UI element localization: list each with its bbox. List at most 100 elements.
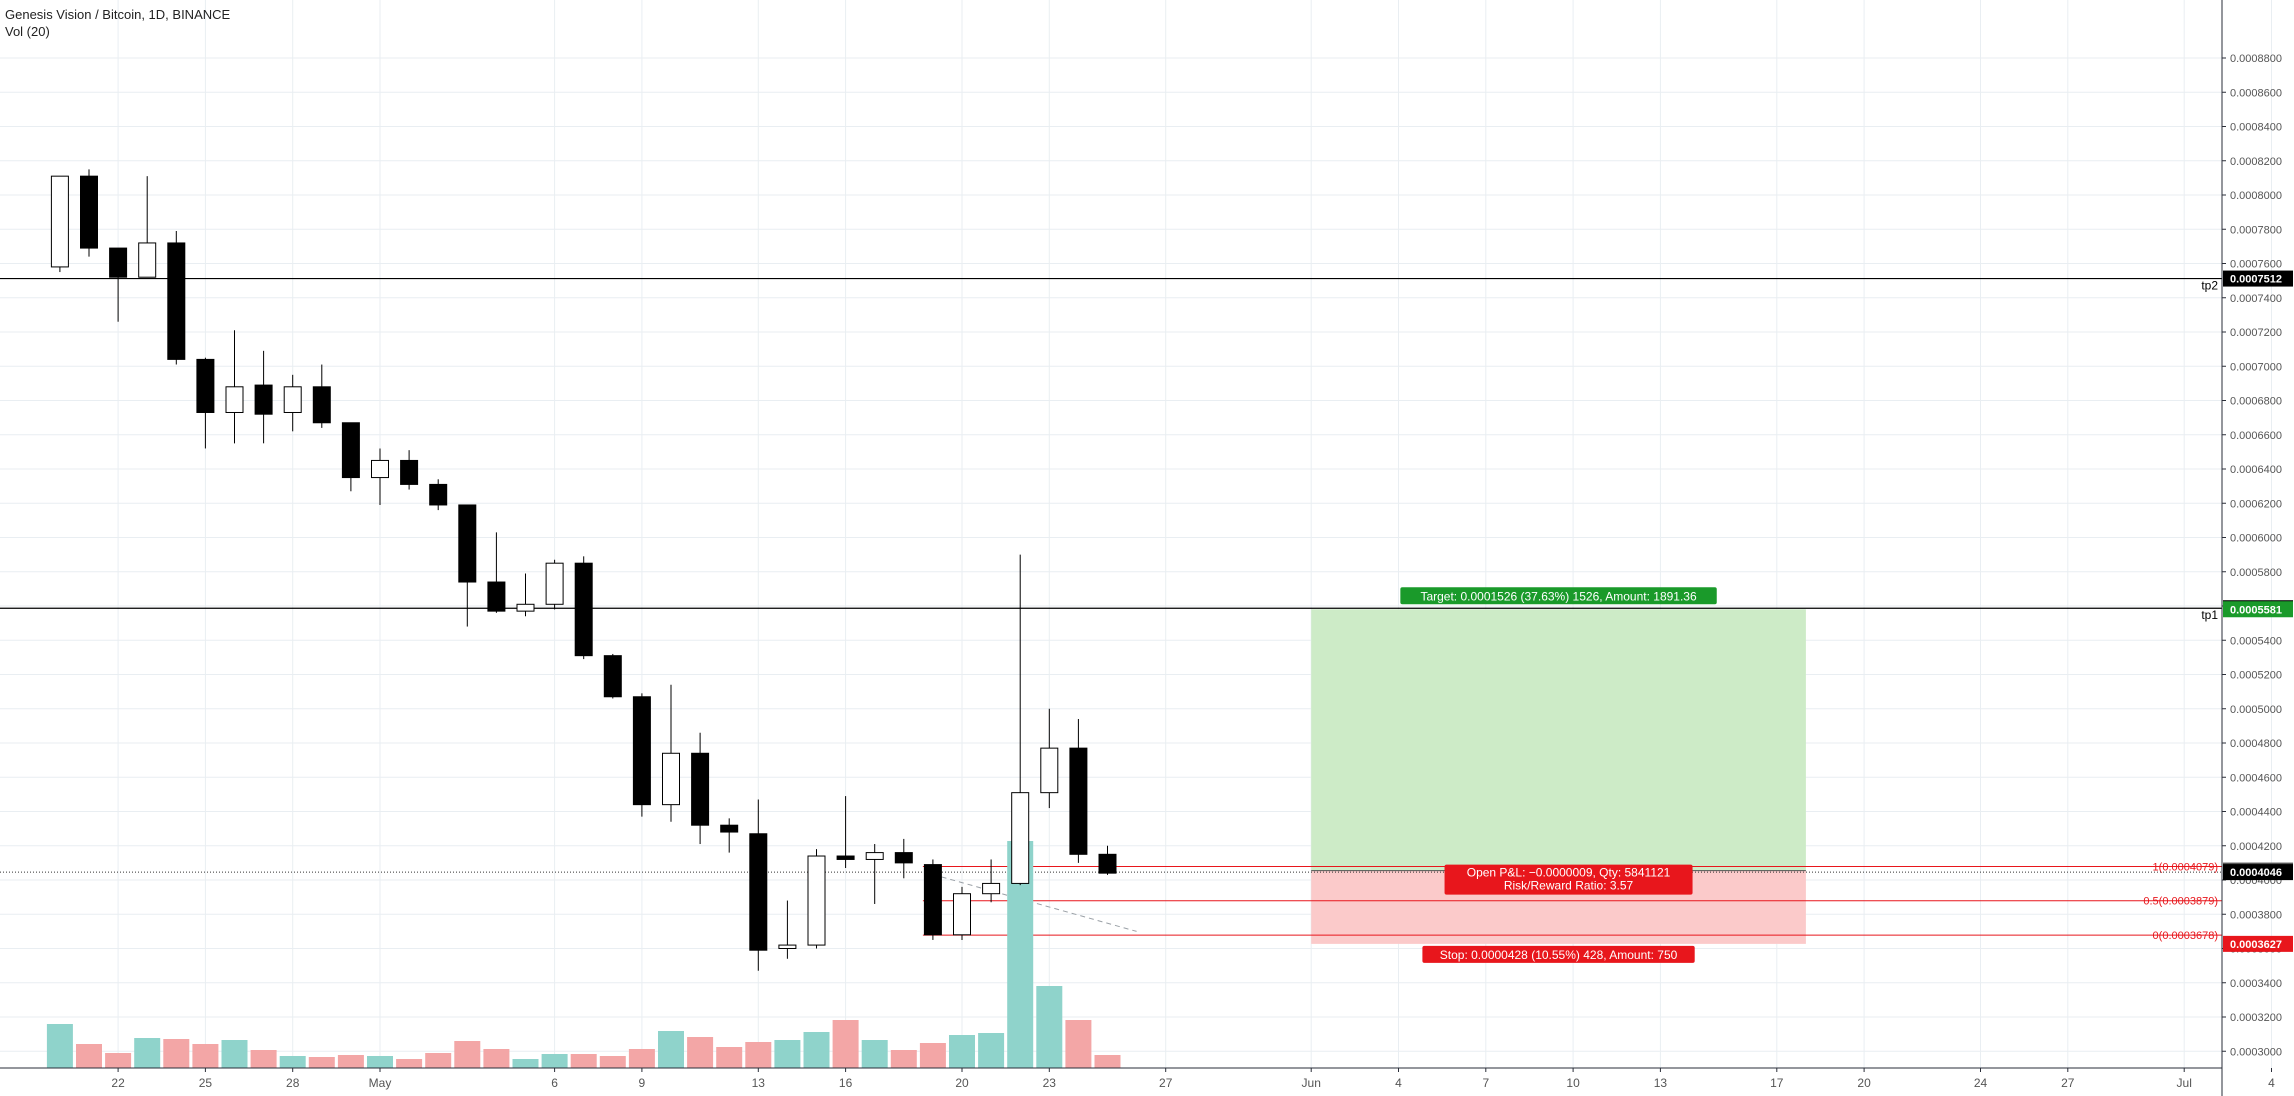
price-axis-label: 0.0008600	[2230, 87, 2282, 99]
profit-zone	[1311, 609, 1806, 871]
candle-body[interactable]	[50, 175, 69, 268]
volume-bar	[599, 1056, 626, 1068]
volume-bar	[861, 1040, 888, 1068]
candle-body[interactable]	[1098, 853, 1117, 874]
volume-bar	[483, 1049, 510, 1068]
candle-body[interactable]	[574, 562, 593, 657]
candle-body[interactable]	[894, 852, 913, 864]
candle-body[interactable]	[603, 655, 622, 698]
volume-bar	[192, 1044, 219, 1068]
price-axis-label: 0.0005800	[2230, 567, 2282, 579]
candle-body[interactable]	[400, 459, 419, 485]
volume-bar	[105, 1053, 132, 1068]
candle-body[interactable]	[80, 175, 98, 249]
candle-body[interactable]	[254, 384, 273, 415]
volume-bar	[745, 1042, 772, 1068]
volume-bar	[890, 1050, 917, 1068]
candle-body[interactable]	[341, 422, 360, 479]
volume-bar	[396, 1059, 423, 1068]
price-axis-label: 0.0003800	[2230, 909, 2282, 921]
candle-body[interactable]	[545, 562, 564, 605]
volume-bar	[658, 1031, 684, 1068]
time-axis-label: 25	[199, 1076, 213, 1090]
price-axis-label: 0.0005200	[2230, 670, 2282, 682]
candle-body[interactable]	[749, 833, 768, 951]
price-axis-label: 0.0005400	[2230, 635, 2282, 647]
volume-bar	[367, 1056, 393, 1068]
candle-body[interactable]	[982, 882, 1001, 895]
volume-bar	[570, 1054, 597, 1068]
horizontal-line-label: tp2	[2201, 279, 2218, 293]
candle-body[interactable]	[138, 242, 157, 278]
fib-level-label: 0.5(0.0003879)	[2143, 896, 2218, 908]
volume-bar	[541, 1054, 568, 1068]
time-axis-label: 22	[111, 1076, 125, 1090]
candle-body[interactable]	[371, 459, 389, 479]
pnl-box-bg[interactable]	[1444, 864, 1693, 895]
price-axis-label: 0.0006400	[2230, 464, 2282, 476]
candle-body[interactable]	[1011, 792, 1030, 884]
price-axis-label: 0.0007800	[2230, 224, 2282, 236]
candle-body[interactable]	[1040, 747, 1059, 794]
price-tag-stop: 0.0003627	[2230, 939, 2282, 951]
price-axis-label: 0.0005000	[2230, 704, 2282, 716]
candle-body[interactable]	[487, 581, 506, 612]
volume-bar	[46, 1024, 73, 1068]
price-axis-label: 0.0008200	[2230, 156, 2282, 168]
candle-body[interactable]	[865, 852, 884, 860]
price-axis-label: 0.0006600	[2230, 430, 2282, 442]
chart-header: Genesis Vision / Bitcoin, 1D, BINANCE Vo…	[5, 6, 230, 40]
candle-body[interactable]	[167, 242, 186, 360]
time-axis-label: 24	[1974, 1076, 1988, 1090]
candle-body[interactable]	[283, 386, 302, 413]
time-axis-label: Jun	[1302, 1076, 1321, 1090]
volume-bar	[308, 1057, 335, 1068]
candle-body[interactable]	[778, 944, 797, 950]
volume-bar	[1036, 986, 1063, 1068]
volume-bar	[279, 1056, 306, 1068]
time-axis-label: 27	[2061, 1076, 2075, 1090]
candle-body[interactable]	[196, 358, 215, 413]
volume-bar	[774, 1040, 801, 1068]
candle-body[interactable]	[458, 504, 477, 583]
stop-label: Stop: 0.0000428 (10.55%) 428, Amount: 75…	[1440, 948, 1678, 962]
candle-body[interactable]	[429, 483, 448, 506]
time-axis-label: 13	[752, 1076, 766, 1090]
price-axis-label: 0.0006000	[2230, 533, 2282, 545]
volume-bar	[1065, 1020, 1092, 1068]
target-label-bg[interactable]	[1400, 587, 1717, 605]
volume-bar	[949, 1035, 975, 1068]
candle-body[interactable]	[836, 855, 855, 860]
candle-body[interactable]	[662, 752, 680, 806]
time-axis-label: 20	[955, 1076, 969, 1090]
time-axis-label: 16	[839, 1076, 853, 1090]
volume-bar	[134, 1038, 161, 1068]
candle-body[interactable]	[807, 855, 826, 946]
candle-body[interactable]	[312, 386, 331, 424]
volume-bar	[716, 1047, 743, 1068]
volume-bar	[454, 1041, 481, 1068]
volume-bar	[687, 1037, 714, 1068]
price-axis-label: 0.0003400	[2230, 978, 2282, 990]
candle-body[interactable]	[953, 893, 971, 936]
price-tag-current-bg	[2223, 864, 2293, 881]
candle-body[interactable]	[720, 824, 739, 833]
candle-body[interactable]	[225, 386, 244, 413]
volume-bar	[221, 1040, 248, 1068]
price-axis-label: 0.0007200	[2230, 327, 2282, 339]
volume-bar	[978, 1033, 1005, 1068]
candle-body[interactable]	[923, 864, 942, 936]
candle-body[interactable]	[109, 247, 128, 278]
price-axis-label: 0.0008800	[2230, 53, 2282, 65]
time-axis-label: 17	[1770, 1076, 1784, 1090]
time-axis-label: 6	[551, 1076, 558, 1090]
horizontal-line-label: tp1	[2201, 608, 2218, 622]
candle-body[interactable]	[691, 752, 710, 826]
stop-label-bg[interactable]	[1422, 945, 1695, 963]
candle-body[interactable]	[516, 603, 535, 612]
volume-bar	[163, 1039, 190, 1068]
price-axis-label: 0.0004800	[2230, 738, 2282, 750]
candle-body[interactable]	[632, 696, 651, 806]
candle-body[interactable]	[1069, 747, 1088, 855]
